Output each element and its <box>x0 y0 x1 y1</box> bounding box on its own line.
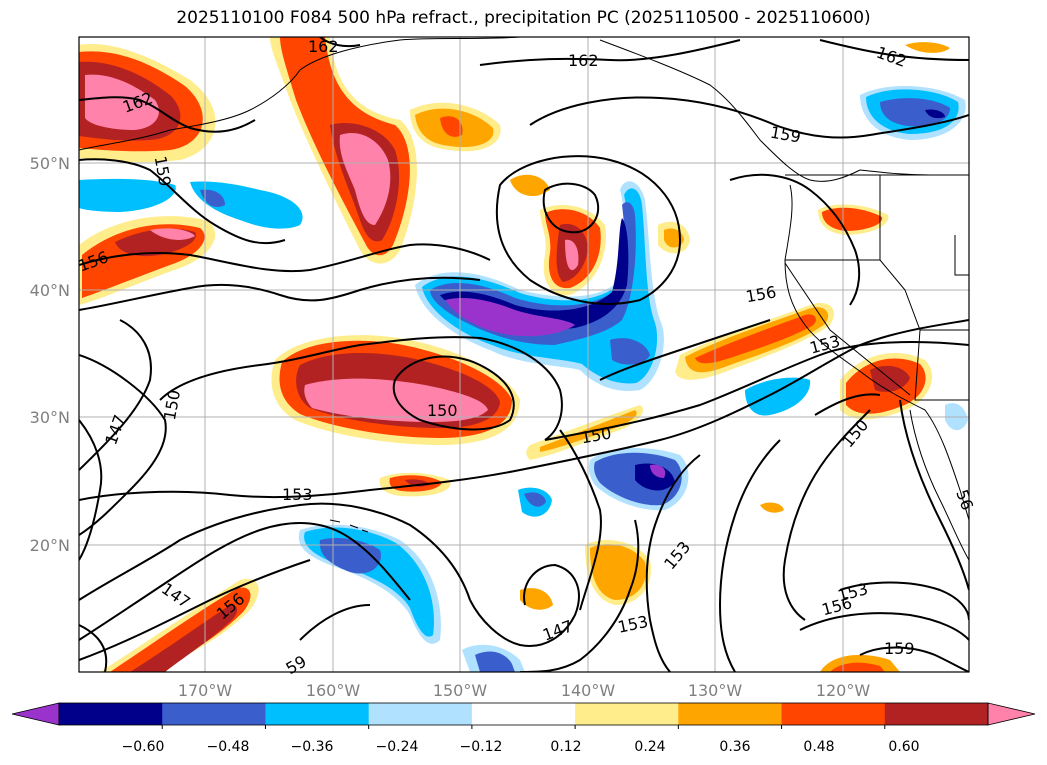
colorbar-label: −0.60 <box>122 739 165 755</box>
colorbar-segment <box>471 703 576 725</box>
contour-156-loop <box>495 155 682 305</box>
map-frame <box>78 36 970 673</box>
shade-red-45n <box>510 174 550 197</box>
colorbar-segment <box>265 703 370 725</box>
colorbar-label: 0.12 <box>550 739 581 755</box>
colorbar-segment <box>162 703 266 725</box>
colorbar-segment <box>59 703 163 725</box>
map-area <box>79 37 969 672</box>
contour-162-north <box>319 37 741 66</box>
contour-159 <box>529 96 969 139</box>
lat-label: 20°N <box>30 536 70 555</box>
contour-label: 162 <box>568 51 599 70</box>
colorbar-labels: −0.60 −0.48 −0.36 −0.24 −0.12 0.12 0.24 … <box>122 739 920 755</box>
lon-labels: 170°W 160°W 150°W 140°W 130°W 120°W <box>178 681 871 700</box>
lat-label: 30°N <box>30 408 70 427</box>
contour-label: 153 <box>282 485 313 504</box>
lon-label: 120°W <box>816 681 871 700</box>
contour-147 <box>79 502 471 601</box>
colorbar-label: 0.60 <box>888 739 919 755</box>
lat-labels: 50°N 40°N 30°N 20°N <box>30 154 70 555</box>
colorbar-segment <box>368 703 473 725</box>
lon-label: 130°W <box>688 681 743 700</box>
contour-label: 162 <box>308 37 339 56</box>
contour-150-loop <box>392 355 515 431</box>
state-borders <box>784 175 969 401</box>
lat-label: 40°N <box>30 281 70 300</box>
contour-153 <box>79 319 152 471</box>
colorbar-label: −0.48 <box>207 739 250 755</box>
alaska-coast <box>79 37 861 182</box>
colorbar-extend-min <box>11 702 60 726</box>
colorbar-frame <box>58 702 989 726</box>
colorbar-label: 0.36 <box>719 739 750 755</box>
lon-label: 160°W <box>306 681 361 700</box>
shade-cyan-left <box>79 178 176 212</box>
colorbar-label: 0.24 <box>634 739 665 755</box>
precip-shading <box>79 37 968 672</box>
west-coast-us <box>784 184 969 521</box>
colorbar <box>11 702 1036 729</box>
chart-title: 2025110100 F084 500 hPa refract., precip… <box>176 8 871 28</box>
colorbar-segment <box>678 703 783 725</box>
colorbar-label: −0.24 <box>376 739 419 755</box>
colorbar-label: 0.48 <box>803 739 834 755</box>
contour-label: 150 <box>427 401 458 420</box>
colorbar-segment <box>781 703 886 725</box>
lat-label: 50°N <box>30 154 70 173</box>
contour-label: 159 <box>884 639 915 658</box>
colorbar-label: −0.12 <box>460 739 503 755</box>
baja-coast <box>909 409 969 561</box>
colorbar-label: −0.36 <box>291 739 334 755</box>
lon-label: 150°W <box>433 681 488 700</box>
coastlines <box>79 37 969 561</box>
colorbar-segment <box>884 703 989 725</box>
colorbar-segment <box>575 703 679 725</box>
hawaii-islands <box>329 519 369 533</box>
contour-162-left <box>79 96 256 133</box>
graticule <box>79 37 969 672</box>
lon-label: 170°W <box>178 681 233 700</box>
lon-label: 140°W <box>561 681 616 700</box>
refractivity-contours <box>79 37 969 672</box>
colorbar-extend-max <box>987 702 1036 726</box>
